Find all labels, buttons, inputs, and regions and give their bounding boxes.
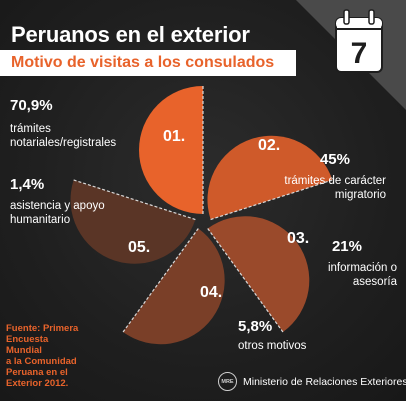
slice-edge-05 <box>73 179 196 221</box>
label-01: 70,9% trámites notariales/registrales <box>10 97 116 150</box>
pie-slice-04 <box>123 228 225 345</box>
pie-slice-01 <box>139 86 203 214</box>
source-line-2: Encuesta Mundial <box>6 334 49 356</box>
percent-02: 45% <box>319 151 350 168</box>
calendar-badge: 7 <box>296 0 406 110</box>
source-line-1: Fuente: Primera <box>6 323 79 334</box>
source-line-3: a la Comunidad <box>6 356 77 367</box>
page-title: Peruanos en el exterior <box>11 22 250 47</box>
desc-05-line1: asistencia y apoyo <box>10 200 105 212</box>
desc-03-line1: información o <box>327 262 397 274</box>
source-note: Fuente: Primera Encuesta Mundial a la Co… <box>6 323 86 389</box>
percent-05: 1,4% <box>10 176 45 193</box>
desc-02-line1: trámites de carácter <box>284 175 386 187</box>
slice-code-02: 02. <box>258 137 280 154</box>
pie-slice-02 <box>207 135 333 220</box>
slice-edge-03 <box>207 228 284 333</box>
slice-edge-02 <box>210 179 333 221</box>
desc-01-line2: notariales/registrales <box>10 137 117 149</box>
desc-03-line2: asesoría <box>352 276 397 288</box>
percent-03: 21% <box>331 238 362 255</box>
label-02: 45% <box>320 151 350 168</box>
calendar-day-number: 7 <box>351 37 368 70</box>
percent-01: 70,9% <box>10 97 53 114</box>
label-02-desc: trámites de carácter migratorio <box>284 174 386 202</box>
slice-code-04: 04. <box>200 284 222 301</box>
slice-code-05: 05. <box>128 239 150 256</box>
page-subtitle: Motivo de visitas a los consulados <box>0 50 296 76</box>
pie-slice-03 <box>207 216 310 333</box>
label-03: 21% <box>332 238 362 255</box>
label-05: 1,4% asistencia y apoyo humanitario <box>10 176 105 227</box>
desc-02-line2: migratorio <box>334 189 386 201</box>
ministry-name: Ministerio de Relaciones Exteriores <box>243 375 406 388</box>
source-line-5: Exterior 2012. <box>6 378 69 389</box>
calendar-icon: 7 <box>335 9 383 73</box>
slice-code-03: 03. <box>287 230 309 247</box>
percent-04: 5,8% <box>238 318 273 335</box>
desc-01-line1: trámites <box>10 123 51 135</box>
source-line-4: Peruana en el <box>6 367 68 378</box>
desc-04-line1: otros motivos <box>238 340 307 352</box>
pie-slice-05 <box>70 179 196 264</box>
ministry-credit: MRE Ministerio de Relaciones Exteriores <box>218 372 406 391</box>
slice-edge-04 <box>122 228 199 333</box>
label-03-desc: información o asesoría <box>328 261 397 289</box>
slice-code-01: 01. <box>163 128 185 145</box>
desc-05-line2: humanitario <box>10 214 71 226</box>
ministry-seal-icon: MRE <box>218 372 237 391</box>
label-04: 5,8% otros motivos <box>238 318 306 353</box>
